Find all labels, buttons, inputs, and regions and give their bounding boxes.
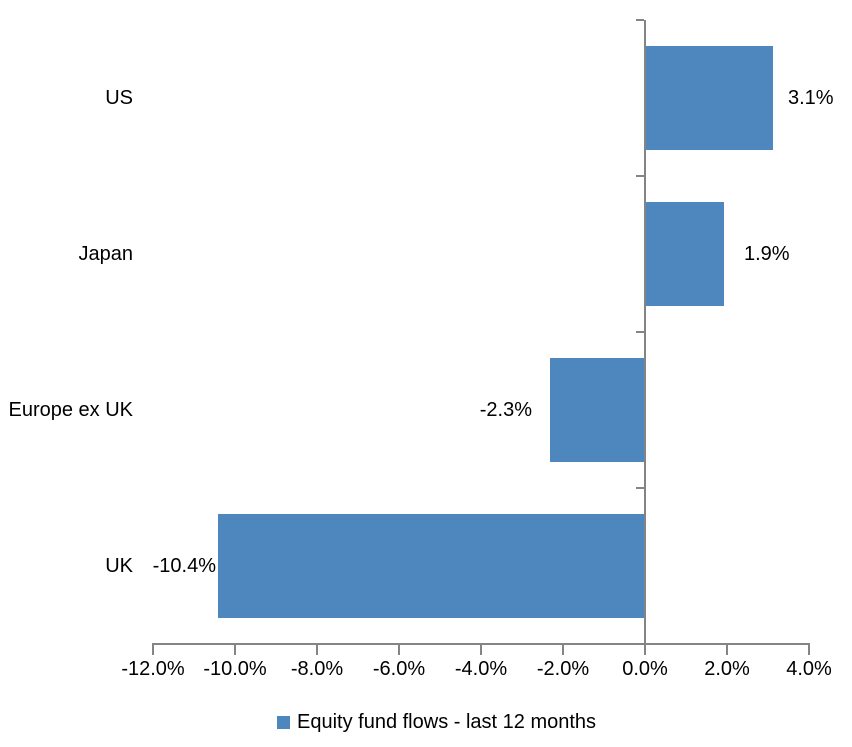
x-tick-label: -12.0% bbox=[121, 658, 185, 680]
value-label-us: 3.1% bbox=[788, 87, 834, 109]
x-tick-label: -10.0% bbox=[203, 658, 267, 680]
value-label-uk: -10.4% bbox=[152, 555, 216, 577]
x-tick-label: -2.0% bbox=[536, 658, 590, 680]
x-tick-label: 2.0% bbox=[704, 658, 750, 680]
bar-uk bbox=[218, 514, 644, 618]
x-axis-tick bbox=[726, 645, 728, 655]
plot-area: -12.0% -10.0% -8.0% -6.0% -4.0% -2.0% 0.0% 2.0%… bbox=[8, 19, 834, 680]
x-tick-label: -4.0% bbox=[454, 658, 508, 680]
x-tick-label: 0.0% bbox=[622, 658, 668, 680]
x-axis-line bbox=[152, 643, 810, 645]
legend-series-label: Equity fund flows - last 12 months bbox=[297, 711, 597, 733]
category-label-japan: Japan bbox=[78, 243, 134, 265]
category-label-europe-ex-uk: Europe ex UK bbox=[8, 399, 133, 421]
x-tick-label: -8.0% bbox=[290, 658, 344, 680]
bar-japan bbox=[646, 202, 724, 306]
x-tick-label: 4.0% bbox=[786, 658, 832, 680]
legend-swatch-icon bbox=[277, 715, 290, 729]
x-axis-tick bbox=[234, 645, 236, 655]
y-axis-line bbox=[644, 20, 646, 645]
x-axis-tick bbox=[398, 645, 400, 655]
y-axis-tick bbox=[636, 19, 644, 21]
category-label-uk: UK bbox=[105, 555, 133, 577]
x-axis-tick bbox=[562, 645, 564, 655]
x-axis-tick bbox=[316, 645, 318, 655]
bar-us bbox=[646, 46, 773, 150]
x-axis-tick bbox=[644, 645, 646, 655]
x-axis-tick bbox=[152, 645, 154, 655]
value-label-europe-ex-uk: -2.3% bbox=[479, 399, 532, 421]
value-label-japan: 1.9% bbox=[744, 243, 790, 265]
x-axis-tick bbox=[808, 645, 810, 655]
x-tick-label: -6.0% bbox=[372, 658, 426, 680]
bar-europe-ex-uk bbox=[550, 358, 644, 462]
y-axis-tick bbox=[636, 331, 644, 333]
x-axis-tick bbox=[480, 645, 482, 655]
category-label-us: US bbox=[105, 87, 133, 109]
y-axis-tick bbox=[636, 175, 644, 177]
chart-legend: Equity fund flows - last 12 months bbox=[277, 709, 596, 735]
y-axis-tick bbox=[636, 487, 644, 489]
